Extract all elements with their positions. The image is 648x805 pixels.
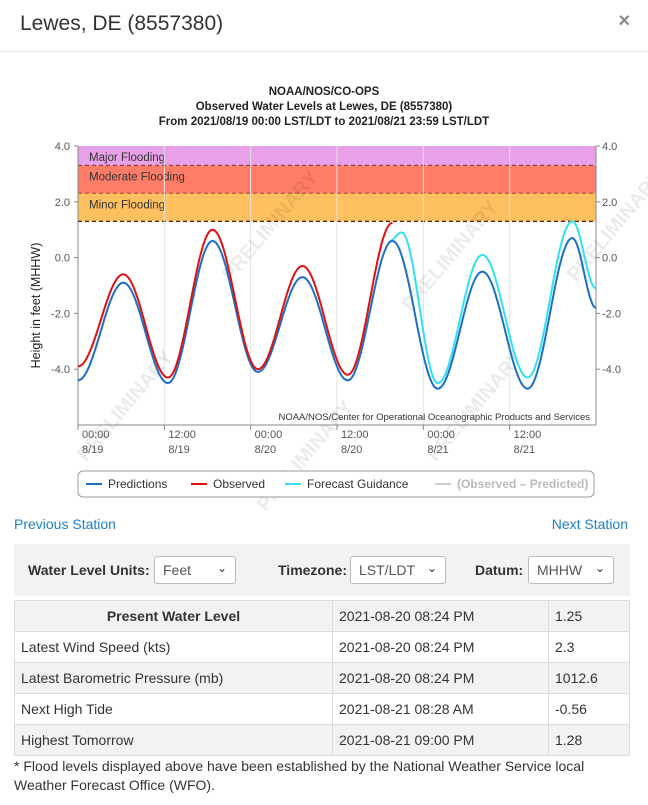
row-value: 1.25 [548,600,630,632]
table-row: Latest Barometric Pressure (mb) 2021-08-… [14,662,630,694]
x-tick-time: 00:00 [82,429,110,441]
legend-label: Observed [213,477,265,491]
row-label: Present Water Level [14,600,333,632]
table-row: Present Water Level 2021-08-20 08:24 PM … [14,600,630,632]
x-tick-date: 8/21 [514,444,535,456]
chevron-down-icon: ⌄ [594,561,605,575]
x-tick-date: 8/19 [168,444,189,456]
units-value: Feet [163,562,192,578]
series-line-predictions [77,237,597,390]
table-row: Highest Tomorrow 2021-08-21 09:00 PM 1.2… [14,724,630,756]
chevron-down-icon: ⌄ [426,561,437,575]
units-label: Water Level Units: [28,562,150,578]
timezone-select[interactable]: LST/LDT ⌄ [350,556,446,584]
flood-band-label: Moderate Flooding [89,172,185,184]
row-time: 2021-08-20 08:24 PM [332,600,549,632]
flood-footnote: * Flood levels displayed above have been… [14,758,585,793]
station-info-table: Present Water Level 2021-08-20 08:24 PM … [14,600,630,756]
row-value: 1012.6 [548,662,630,694]
datum-label: Datum: [475,562,524,578]
legend-label: Forecast Guidance [307,477,409,491]
table-row: Next High Tide 2021-08-21 08:28 AM -0.56 [14,693,630,725]
row-label: Latest Barometric Pressure (mb) [14,662,333,694]
dialog-header: Lewes, DE (8557380) × [0,0,648,52]
x-tick-time: 12:00 [514,429,542,441]
previous-station-link[interactable]: Previous Station [14,516,116,532]
y-tick-label-right: -4.0 [602,364,621,376]
chart-svg: NOAA/NOS/CO-OPS Observed Water Levels at … [29,86,648,510]
water-level-chart: NOAA/NOS/CO-OPS Observed Water Levels at … [0,80,648,510]
x-tick-date: 8/19 [82,444,103,456]
x-tick-time: 00:00 [255,429,283,441]
chart-credit: NOAA/NOS/Center for Operational Oceanogr… [278,412,590,423]
chart-title-line: From 2021/08/19 00:00 LST/LDT to 2021/08… [159,116,489,128]
datum-select[interactable]: MHHW ⌄ [528,556,614,584]
row-value: -0.56 [548,693,630,725]
y-tick-label-left: 4.0 [55,141,70,153]
chart-controls: Water Level Units: Feet ⌄ Timezone: LST/… [14,544,630,596]
datum-value: MHHW [537,562,583,578]
flood-band-label: Major Flooding [89,152,165,164]
x-tick-date: 8/21 [427,444,448,456]
chart-title-line: NOAA/NOS/CO-OPS [269,86,380,98]
row-time: 2021-08-21 08:28 AM [332,693,549,725]
units-select[interactable]: Feet ⌄ [154,556,236,584]
chevron-down-icon: ⌄ [216,561,227,575]
legend-box [77,470,595,498]
next-station-link[interactable]: Next Station [551,516,628,532]
row-time: 2021-08-20 08:24 PM [332,662,549,694]
x-tick-time: 00:00 [427,429,455,441]
y-tick-label-right: 0.0 [602,253,617,265]
row-time: 2021-08-20 08:24 PM [332,631,549,663]
x-tick-date: 8/20 [341,444,362,456]
y-tick-label-right: -2.0 [602,308,621,320]
series-line-observed [77,221,393,379]
y-axis-title: Height in feet (MHHW) [29,243,43,369]
table-row: Latest Wind Speed (kts) 2021-08-20 08:24… [14,631,630,663]
station-title: Lewes, DE (8557380) [20,12,224,35]
legend-label: Predictions [108,477,167,491]
row-value: 2.3 [548,631,630,663]
y-tick-label-left: -2.0 [51,308,70,320]
chart-title-line: Observed Water Levels at Lewes, DE (8557… [196,101,453,113]
x-tick-time: 12:00 [341,429,369,441]
timezone-value: LST/LDT [359,562,416,578]
legend-label: (Observed – Predicted) [457,477,588,491]
x-tick-date: 8/20 [255,444,276,456]
close-icon[interactable]: × [618,10,630,32]
y-tick-label-left: 0.0 [55,253,70,265]
flood-band-label: Minor Flooding [89,199,165,211]
y-tick-label-left: 2.0 [55,197,70,209]
y-tick-label-right: 4.0 [602,141,617,153]
series-line-forecast-guidance [389,220,597,385]
row-label: Highest Tomorrow [14,724,333,756]
y-tick-label-left: -4.0 [51,364,70,376]
row-label: Next High Tide [14,693,333,725]
y-tick-label-right: 2.0 [602,197,617,209]
x-tick-time: 12:00 [168,429,196,441]
row-value: 1.28 [548,724,630,756]
row-time: 2021-08-21 09:00 PM [332,724,549,756]
row-label: Latest Wind Speed (kts) [14,631,333,663]
timezone-label: Timezone: [278,562,347,578]
